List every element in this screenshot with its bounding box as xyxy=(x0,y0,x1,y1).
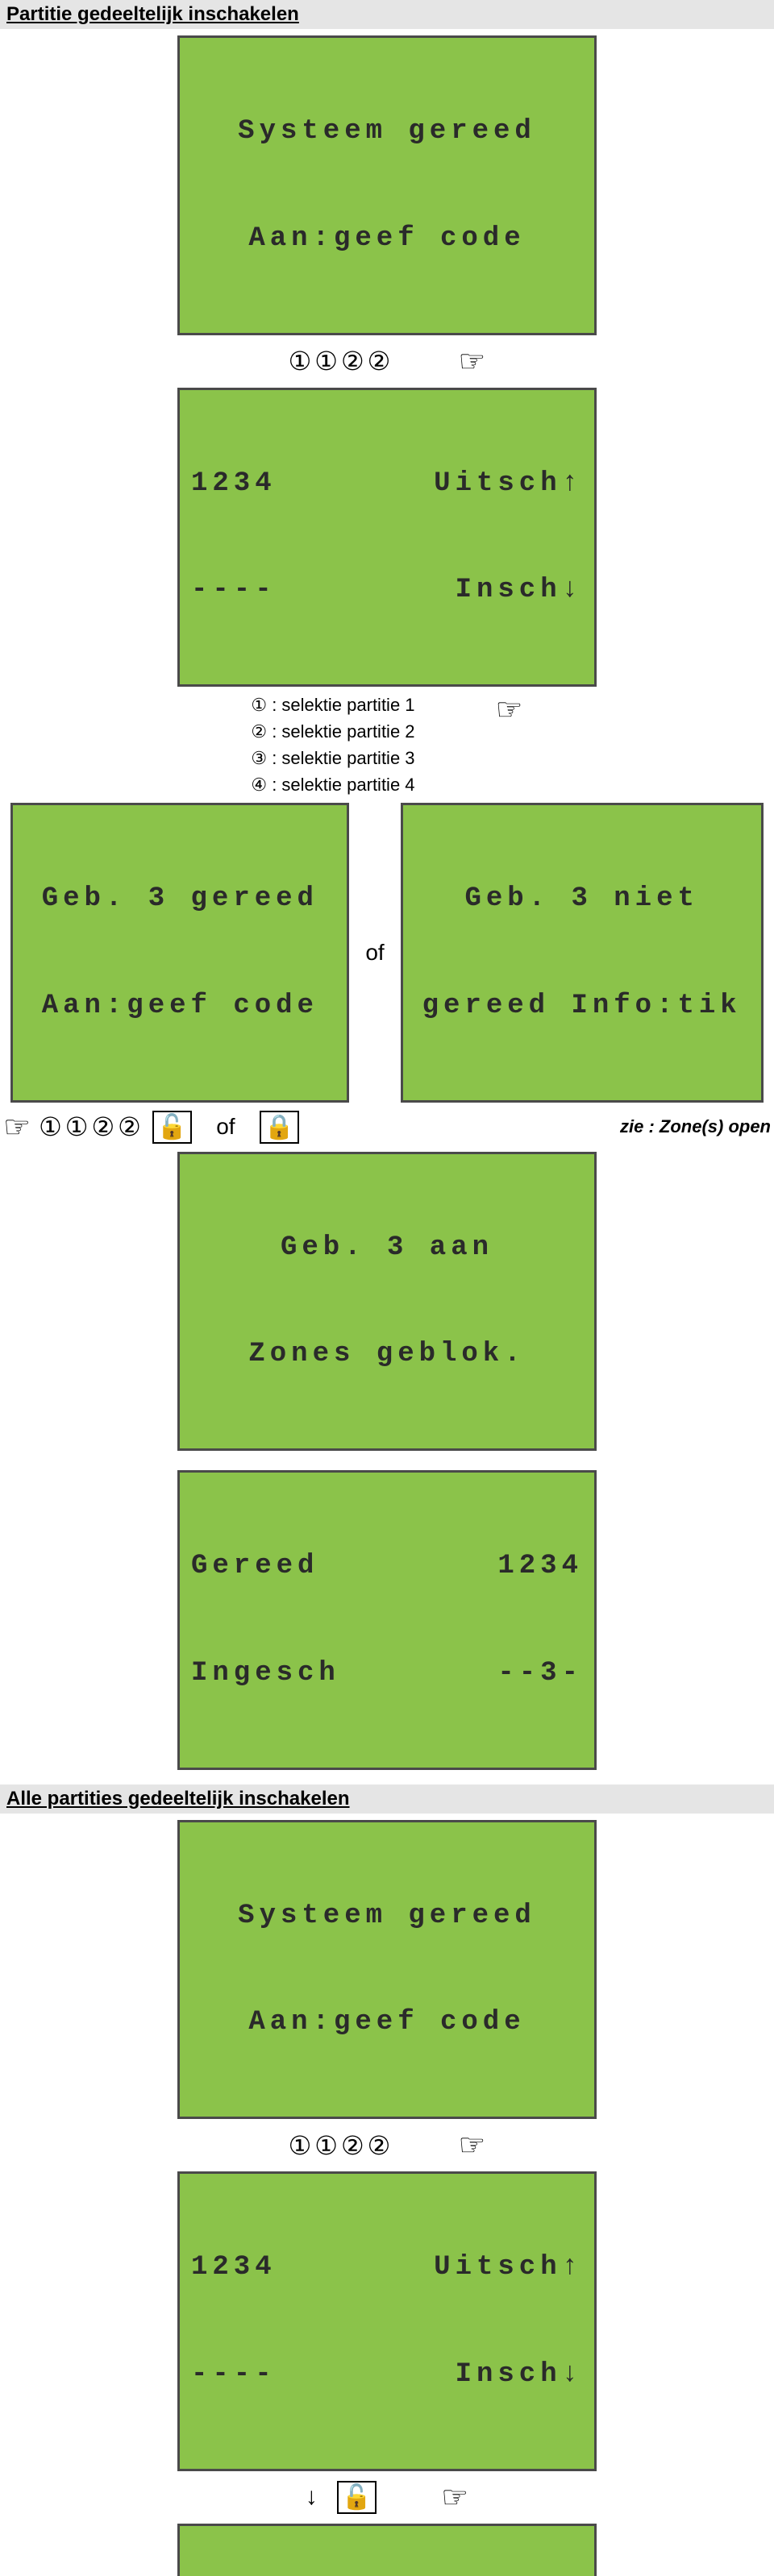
section-2-header: Alle partities gedeeltelijk inschakelen xyxy=(0,1785,774,1814)
lcd-2-l2-right: Insch↓ xyxy=(456,572,583,608)
s2-lcd-2-l2-right: Insch↓ xyxy=(456,2357,583,2392)
s2-lcd-3: ---- Uitsch↑ 1234 Insch↓ xyxy=(0,2524,774,2576)
s2-hand-icon-1: ☞ xyxy=(458,2127,485,2163)
lcd-3a-l1: Geb. 3 gereed xyxy=(24,881,335,916)
arrow-down-icon: ↓ xyxy=(306,2483,318,2511)
instr-1: ① : selektie partitie 1 xyxy=(251,692,414,718)
lcd-1: Systeem gereed Aan:geef code xyxy=(0,35,774,335)
lcd-2-l2-left: ---- xyxy=(191,572,277,608)
s2-lcd-1-l2: Aan:geef code xyxy=(191,2005,583,2040)
of-text-2: of xyxy=(216,1114,235,1140)
hand-icon-2: ☞ xyxy=(496,692,523,728)
instruction-row: ① : selektie partitie 1 ② : selektie par… xyxy=(0,692,774,798)
two-lcd-row: Geb. 3 gereed Aan:geef code of Geb. 3 ni… xyxy=(0,803,774,1103)
lcd-1-line1: Systeem gereed xyxy=(191,114,583,149)
hand-icon-3: ☞ xyxy=(3,1109,31,1145)
lcd-5-l1-left: Gereed xyxy=(191,1548,318,1584)
s2-keypad-row-1: ①①②② ☞ xyxy=(0,2127,774,2163)
lcd-3b-l1: Geb. 3 niet xyxy=(414,881,750,916)
lcd-3b-l2: gereed Info:tik xyxy=(414,988,750,1024)
lcd-4-l1: Geb. 3 aan xyxy=(191,1230,583,1265)
s2-lcd-2-l1-right: Uitsch↑ xyxy=(434,2250,583,2285)
s2-action-row: ↓ 🔓 ☞ xyxy=(0,2479,774,2516)
lcd-5-l2-left: Ingesch xyxy=(191,1656,340,1691)
keypad-digits-2: ①①②② xyxy=(39,1111,144,1142)
lcd-3a-l2: Aan:geef code xyxy=(24,988,335,1024)
lcd-2-l1-left: 1234 xyxy=(191,466,277,501)
s2-keypad-digits-1: ①①②② xyxy=(289,2130,394,2161)
lcd-1-line2: Aan:geef code xyxy=(191,221,583,256)
instr-4: ④ : selektie partitie 4 xyxy=(251,771,414,798)
lcd-4-l2: Zones geblok. xyxy=(191,1336,583,1372)
lock-closed-icon: 🔒 xyxy=(260,1111,299,1144)
s2-lcd-2-l1-left: 1234 xyxy=(191,2250,277,2285)
s2-lcd-1-l1: Systeem gereed xyxy=(191,1898,583,1934)
lcd-5-l1-right: 1234 xyxy=(497,1548,583,1584)
instr-3: ③ : selektie partitie 3 xyxy=(251,745,414,771)
lcd-4: Geb. 3 aan Zones geblok. xyxy=(0,1152,774,1452)
keypad-digits-1: ①①②② xyxy=(289,346,394,376)
section-1-header: Partitie gedeeltelijk inschakelen xyxy=(0,0,774,29)
s2-lcd-2-l2-left: ---- xyxy=(191,2357,277,2392)
lcd-2: 1234 Uitsch↑ ---- Insch↓ xyxy=(0,388,774,688)
instr-2: ② : selektie partitie 2 xyxy=(251,718,414,745)
lcd-5-l2-right: --3- xyxy=(497,1656,583,1691)
of-text-1: of xyxy=(365,940,384,966)
lock-open-icon: 🔓 xyxy=(152,1111,192,1144)
s2-hand-icon-2: ☞ xyxy=(441,2479,468,2516)
s2-lcd-2: 1234 Uitsch↑ ---- Insch↓ xyxy=(0,2171,774,2471)
zone-note: zie : Zone(s) open xyxy=(620,1116,771,1137)
action-row-1: ☞ ①①②② 🔓 of 🔒 zie : Zone(s) open xyxy=(0,1109,774,1145)
lcd-2-l1-right: Uitsch↑ xyxy=(434,466,583,501)
s2-lock-open-icon: 🔓 xyxy=(337,2481,377,2514)
s2-lcd-1: Systeem gereed Aan:geef code xyxy=(0,1820,774,2120)
hand-icon-1: ☞ xyxy=(458,343,485,380)
keypad-row-1: ①①②② ☞ xyxy=(0,343,774,380)
lcd-5: Gereed 1234 Ingesch --3- xyxy=(0,1470,774,1770)
